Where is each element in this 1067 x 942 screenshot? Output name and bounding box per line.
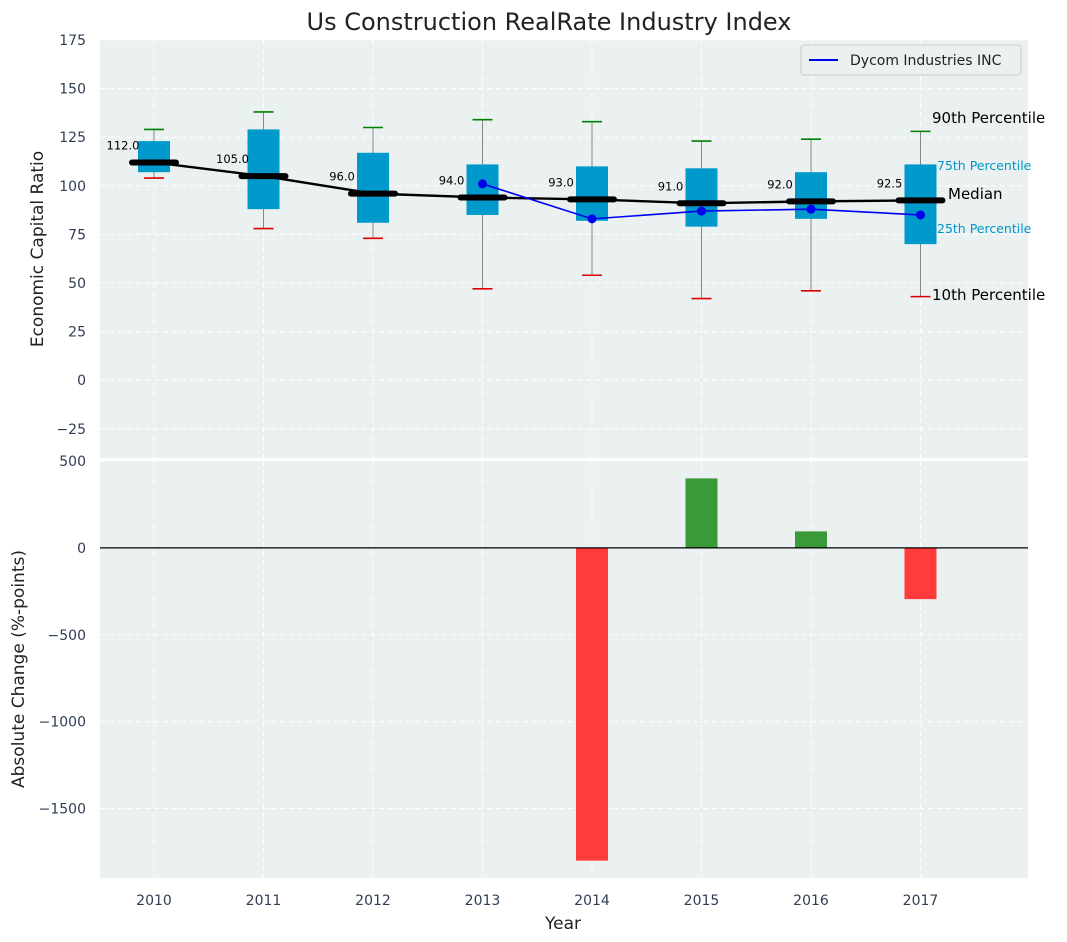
company-point	[697, 206, 706, 216]
legend-label: Dycom Industries INC	[850, 53, 1002, 69]
legend-box	[800, 44, 1022, 76]
top-y-tick-label: 75	[68, 227, 86, 243]
median-series	[153, 161, 921, 205]
median-series-line	[153, 161, 921, 205]
bottom-panel: 500 0 −500 −1000 −1500 Absolute Change (%-po…	[9, 454, 1028, 878]
change-bars	[576, 478, 937, 861]
box-iqr	[247, 129, 280, 210]
box-iqr	[576, 166, 608, 221]
median-value-label: 96.0	[329, 170, 355, 184]
company-series	[478, 179, 925, 224]
annotation-p75: 75th Percentile	[937, 158, 1032, 173]
top-y-tick-label: 125	[59, 130, 86, 146]
x-tick-label: 2013	[465, 893, 501, 909]
median-value-label: 92.5	[877, 176, 903, 190]
company-point	[916, 210, 925, 220]
median-value-label: 91.0	[658, 179, 684, 193]
median-value-label: 92.0	[767, 177, 793, 191]
top-y-tick-label: 25	[68, 325, 86, 341]
annotation-p25: 25th Percentile	[937, 221, 1032, 236]
top-plot-background	[100, 40, 1028, 458]
bottom-y-tick-label: −1500	[39, 802, 86, 818]
x-axis-title: Year	[544, 914, 581, 934]
annotation-p10: 10th Percentile	[932, 286, 1045, 304]
percentile-annotations: 90th Percentile 75th Percentile Median 2…	[932, 109, 1045, 304]
annotation-median: Median	[948, 185, 1003, 203]
x-tick-label: 2016	[793, 893, 829, 909]
median-value-label: 112.0	[107, 138, 140, 152]
bottom-plot-background	[100, 461, 1028, 878]
x-tick-label: 2017	[903, 893, 939, 909]
annotation-p90: 90th Percentile	[932, 109, 1045, 127]
top-y-tick-label: 50	[68, 276, 86, 292]
bottom-y-tick-label: 500	[59, 454, 86, 470]
x-tick-label: 2010	[136, 893, 172, 909]
company-point	[587, 214, 597, 224]
box-iqr	[685, 168, 718, 227]
change-bar	[685, 478, 718, 548]
x-tick-label: 2015	[684, 893, 720, 909]
x-tick-label: 2012	[355, 893, 391, 909]
company-point	[806, 204, 816, 214]
box-iqr	[357, 152, 389, 223]
change-bar	[576, 547, 608, 861]
top-y-tick-labels: 175 150 125 100 75 50 25 0 −25	[56, 33, 86, 438]
change-bar	[795, 531, 827, 548]
median-value-label: 94.0	[439, 173, 465, 187]
bottom-y-axis-title: Absolute Change (%-points)	[9, 550, 29, 788]
top-y-tick-label: 150	[59, 82, 86, 98]
top-y-tick-label: 175	[59, 33, 86, 49]
box-iqr	[138, 141, 170, 173]
top-y-tick-label: −25	[56, 422, 86, 438]
x-tick-label: 2014	[574, 893, 610, 909]
box-iqr	[466, 164, 499, 215]
top-y-tick-label: 0	[77, 373, 86, 389]
top-y-axis-title: Economic Capital Ratio	[28, 151, 48, 347]
box-iqr	[904, 164, 937, 245]
bottom-y-tick-label: −500	[48, 628, 86, 644]
top-y-tick-label: 100	[59, 179, 86, 195]
company-point	[478, 179, 487, 189]
bottom-y-tick-label: 0	[77, 541, 86, 557]
median-value-label: 105.0	[216, 152, 249, 166]
x-tick-label: 2011	[246, 893, 282, 909]
x-tick-labels: 2010 2011 2012 2013 2014 2015 2016 2017	[136, 893, 938, 909]
chart-title: Us Construction RealRate Industry Index	[307, 8, 792, 36]
bottom-y-tick-labels: 500 0 −500 −1000 −1500	[39, 454, 86, 818]
bottom-y-tick-label: −1000	[39, 715, 86, 731]
legend: Dycom Industries INC	[800, 44, 1022, 76]
change-bar	[904, 547, 937, 600]
median-value-label: 93.0	[548, 175, 574, 189]
top-panel: 175 150 125 100 75 50 25 0 −25 112.0 105.0 96.0 94.…	[28, 33, 1045, 458]
box-plots: 112.0 105.0 96.0 94.0 93.0 91.0 92.0 92.5	[107, 111, 946, 300]
